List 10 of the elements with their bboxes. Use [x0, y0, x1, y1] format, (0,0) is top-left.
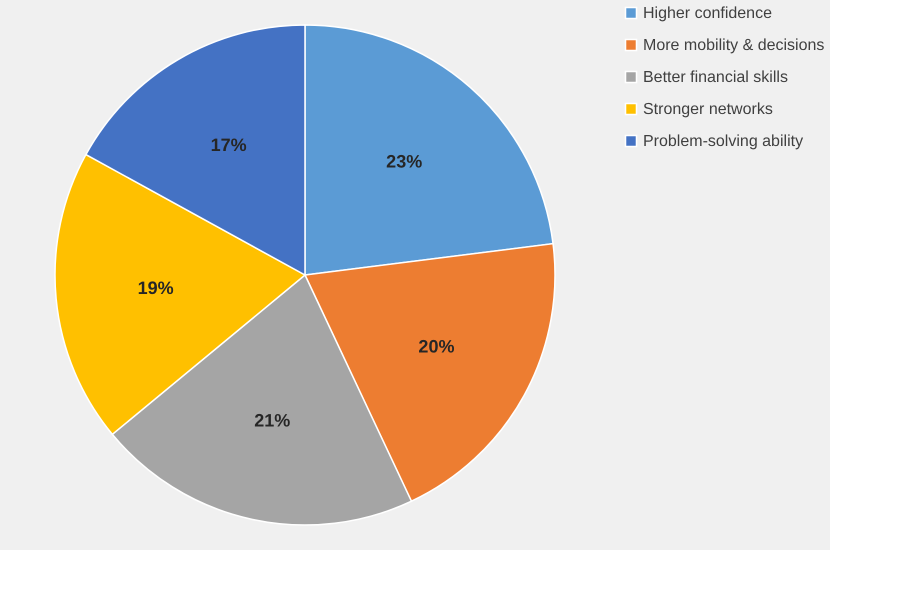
legend-label: Stronger networks	[643, 101, 773, 118]
data-label: 21%	[254, 410, 290, 430]
data-label: 19%	[138, 278, 174, 298]
legend-label: Higher confidence	[643, 5, 772, 22]
legend-label: Problem-solving ability	[643, 133, 804, 150]
data-label: 23%	[386, 151, 422, 172]
legend-label: More mobility & decisions	[643, 37, 824, 54]
legend-label: Better financial skills	[643, 69, 788, 86]
data-label: 17%	[210, 134, 247, 155]
data-label: 20%	[418, 336, 454, 356]
